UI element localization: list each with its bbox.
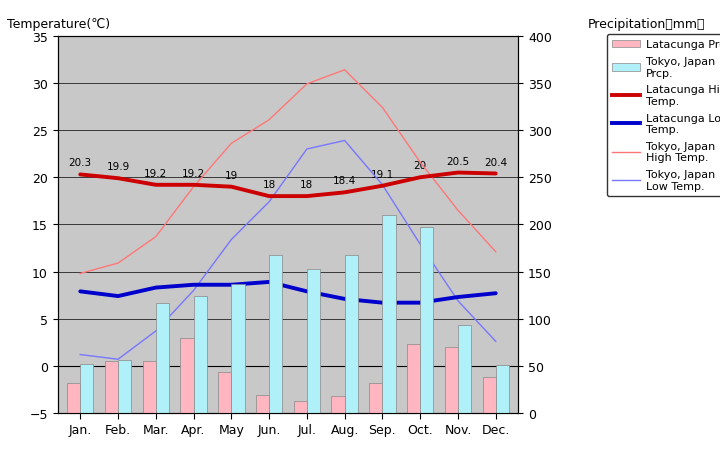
- Line: Latacunga High
Temp.: Latacunga High Temp.: [80, 173, 496, 196]
- Tokyo, Japan
High Temp.: [227, 141, 235, 147]
- Text: 19: 19: [225, 170, 238, 180]
- Bar: [180, 338, 194, 413]
- Text: 18: 18: [300, 180, 313, 190]
- Tokyo, Japan
High Temp.: [341, 68, 349, 73]
- Bar: [143, 361, 156, 413]
- Tokyo, Japan
Low Temp.: [265, 200, 274, 205]
- Bar: [194, 297, 207, 413]
- Tokyo, Japan
Low Temp.: [151, 329, 160, 334]
- Bar: [294, 401, 307, 413]
- Latacunga High
Temp.: [378, 184, 387, 189]
- Text: 20.4: 20.4: [484, 157, 508, 167]
- Bar: [458, 325, 471, 413]
- Bar: [420, 228, 433, 413]
- Tokyo, Japan
Low Temp.: [76, 352, 84, 358]
- Tokyo, Japan
High Temp.: [189, 185, 198, 190]
- Text: Precipitation（mm）: Precipitation（mm）: [588, 18, 706, 31]
- Line: Tokyo, Japan
High Temp.: Tokyo, Japan High Temp.: [80, 71, 496, 274]
- Tokyo, Japan
Low Temp.: [227, 237, 235, 243]
- Bar: [105, 361, 118, 413]
- Bar: [369, 383, 382, 413]
- Tokyo, Japan
Low Temp.: [416, 242, 425, 247]
- Bar: [80, 364, 94, 413]
- Tokyo, Japan
Low Temp.: [302, 147, 311, 152]
- Tokyo, Japan
Low Temp.: [492, 339, 500, 344]
- Latacunga Low
Temp.: [492, 291, 500, 297]
- Latacunga Low
Temp.: [454, 295, 462, 300]
- Latacunga High
Temp.: [151, 183, 160, 188]
- Latacunga High
Temp.: [341, 190, 349, 196]
- Latacunga High
Temp.: [454, 170, 462, 176]
- Bar: [307, 269, 320, 413]
- Text: 20.3: 20.3: [68, 158, 92, 168]
- Latacunga Low
Temp.: [265, 280, 274, 285]
- Tokyo, Japan
High Temp.: [265, 118, 274, 123]
- Tokyo, Japan
Low Temp.: [341, 139, 349, 144]
- Tokyo, Japan
High Temp.: [151, 235, 160, 240]
- Text: 19.2: 19.2: [182, 168, 205, 179]
- Latacunga High
Temp.: [76, 172, 84, 178]
- Text: Temperature(℃): Temperature(℃): [7, 18, 110, 31]
- Latacunga High
Temp.: [416, 175, 425, 180]
- Line: Latacunga Low
Temp.: Latacunga Low Temp.: [80, 282, 496, 303]
- Latacunga Low
Temp.: [189, 282, 198, 288]
- Text: 20.5: 20.5: [446, 156, 469, 166]
- Latacunga Low
Temp.: [227, 282, 235, 288]
- Tokyo, Japan
High Temp.: [378, 106, 387, 111]
- Bar: [269, 255, 282, 413]
- Latacunga Low
Temp.: [302, 289, 311, 295]
- Bar: [445, 347, 458, 413]
- Line: Tokyo, Japan
Low Temp.: Tokyo, Japan Low Temp.: [80, 141, 496, 359]
- Latacunga Low
Temp.: [151, 285, 160, 291]
- Tokyo, Japan
Low Temp.: [114, 357, 122, 362]
- Tokyo, Japan
High Temp.: [114, 261, 122, 266]
- Latacunga High
Temp.: [265, 194, 274, 199]
- Latacunga Low
Temp.: [378, 300, 387, 306]
- Bar: [345, 255, 358, 413]
- Latacunga Low
Temp.: [76, 289, 84, 295]
- Latacunga High
Temp.: [227, 185, 235, 190]
- Bar: [407, 344, 420, 413]
- Bar: [382, 215, 396, 413]
- Text: 20: 20: [413, 161, 427, 171]
- Bar: [496, 365, 509, 413]
- Text: 19.2: 19.2: [144, 168, 168, 179]
- Tokyo, Japan
High Temp.: [76, 271, 84, 277]
- Bar: [256, 395, 269, 413]
- Tokyo, Japan
Low Temp.: [454, 298, 462, 304]
- Latacunga High
Temp.: [114, 176, 122, 182]
- Legend: Latacunga Prcp., Tokyo, Japan
Prcp., Latacunga High
Temp., Latacunga Low
Temp., : Latacunga Prcp., Tokyo, Japan Prcp., Lat…: [607, 35, 720, 197]
- Bar: [331, 396, 345, 413]
- Latacunga Low
Temp.: [114, 294, 122, 299]
- Bar: [67, 383, 80, 413]
- Latacunga Low
Temp.: [341, 297, 349, 302]
- Tokyo, Japan
Low Temp.: [378, 183, 387, 188]
- Latacunga High
Temp.: [189, 183, 198, 188]
- Text: 18.4: 18.4: [333, 176, 356, 186]
- Text: 18: 18: [263, 180, 276, 190]
- Bar: [218, 373, 231, 413]
- Text: 19.1: 19.1: [371, 169, 394, 179]
- Bar: [482, 377, 496, 413]
- Tokyo, Japan
High Temp.: [302, 82, 311, 88]
- Tokyo, Japan
High Temp.: [492, 249, 500, 255]
- Latacunga Low
Temp.: [416, 300, 425, 306]
- Bar: [231, 284, 245, 413]
- Bar: [156, 303, 169, 413]
- Tokyo, Japan
High Temp.: [416, 160, 425, 166]
- Bar: [118, 360, 131, 413]
- Tokyo, Japan
Low Temp.: [189, 288, 198, 294]
- Text: 19.9: 19.9: [107, 162, 130, 172]
- Tokyo, Japan
High Temp.: [454, 208, 462, 213]
- Latacunga High
Temp.: [492, 171, 500, 177]
- Latacunga High
Temp.: [302, 194, 311, 199]
